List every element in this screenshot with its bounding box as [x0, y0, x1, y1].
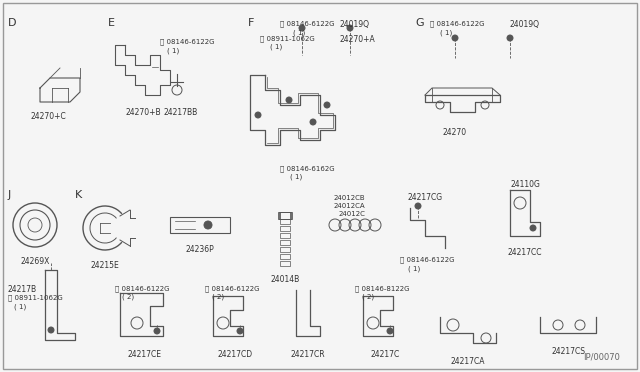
Circle shape: [204, 221, 212, 229]
Text: Ⓢ 08146-6162G: Ⓢ 08146-6162G: [280, 165, 335, 171]
Text: E: E: [108, 18, 115, 28]
Text: 24110G: 24110G: [510, 180, 540, 189]
Bar: [280, 240, 290, 245]
Text: 24217B: 24217B: [8, 285, 37, 294]
Circle shape: [530, 225, 536, 231]
Text: K: K: [75, 190, 83, 200]
Text: 24217CS: 24217CS: [551, 347, 585, 356]
Text: Ⓑ 08146-6122G: Ⓑ 08146-6122G: [160, 38, 214, 45]
Text: 24217CG: 24217CG: [408, 193, 443, 202]
Text: 24217C: 24217C: [371, 350, 399, 359]
Text: 24012C: 24012C: [338, 211, 365, 217]
Text: 24012CB: 24012CB: [333, 195, 365, 201]
Text: 24269X: 24269X: [20, 257, 50, 266]
Text: ( 1): ( 1): [14, 303, 26, 310]
Text: 24217CR: 24217CR: [291, 350, 325, 359]
Text: D: D: [8, 18, 17, 28]
Circle shape: [507, 35, 513, 41]
Text: 24217CA: 24217CA: [451, 357, 485, 366]
Text: ( 2): ( 2): [122, 294, 134, 301]
Text: Ⓢ 08146-6122G: Ⓢ 08146-6122G: [400, 256, 454, 263]
Bar: [280, 261, 290, 266]
Text: 24217BB: 24217BB: [163, 108, 197, 117]
Text: J: J: [8, 190, 12, 200]
Bar: [170, 217, 230, 233]
Text: 24270+C: 24270+C: [30, 112, 66, 121]
Bar: [280, 254, 290, 259]
Bar: [279, 212, 291, 219]
Text: 24270+A: 24270+A: [340, 35, 376, 44]
Text: 24012CA: 24012CA: [333, 203, 365, 209]
Text: Ⓢ 08146-8122G: Ⓢ 08146-8122G: [355, 285, 410, 292]
Circle shape: [237, 328, 243, 334]
Circle shape: [347, 25, 353, 31]
Bar: [280, 233, 290, 238]
Text: ( 1): ( 1): [167, 47, 179, 54]
Text: ( 1): ( 1): [270, 44, 282, 51]
Bar: [280, 226, 290, 231]
Text: ( 1): ( 1): [440, 29, 452, 35]
Circle shape: [48, 327, 54, 333]
Circle shape: [310, 119, 316, 125]
Text: 24217CE: 24217CE: [128, 350, 162, 359]
Text: 24215E: 24215E: [91, 261, 120, 270]
Text: ( 2): ( 2): [362, 294, 374, 301]
Text: Ⓝ 08911-1062G: Ⓝ 08911-1062G: [260, 35, 315, 42]
Text: ( 1): ( 1): [408, 265, 420, 272]
Text: 24019Q: 24019Q: [340, 20, 370, 29]
Text: Ⓝ 08911-1062G: Ⓝ 08911-1062G: [8, 294, 63, 301]
Text: 24236P: 24236P: [186, 245, 214, 254]
Circle shape: [299, 25, 305, 31]
Circle shape: [154, 328, 160, 334]
Text: Ⓢ 08146-6122G: Ⓢ 08146-6122G: [430, 20, 484, 27]
Circle shape: [415, 203, 421, 209]
Text: 24217CC: 24217CC: [508, 248, 542, 257]
Text: 24014B: 24014B: [270, 275, 300, 284]
Bar: [280, 247, 290, 252]
Circle shape: [286, 97, 292, 103]
Text: Ⓢ 08146-6122G: Ⓢ 08146-6122G: [115, 285, 170, 292]
Text: IP/00070: IP/00070: [583, 353, 620, 362]
Text: Ⓢ 08146-6122G: Ⓢ 08146-6122G: [280, 20, 335, 27]
Text: ( 2): ( 2): [212, 294, 224, 301]
Text: F: F: [248, 18, 254, 28]
Text: 24270: 24270: [443, 128, 467, 137]
Text: 24019Q: 24019Q: [510, 20, 540, 29]
Text: 24217CD: 24217CD: [218, 350, 253, 359]
Text: 24270+B: 24270+B: [125, 108, 161, 117]
Text: Ⓢ 08146-6122G: Ⓢ 08146-6122G: [205, 285, 259, 292]
Text: G: G: [415, 18, 424, 28]
Bar: [280, 219, 290, 224]
Circle shape: [255, 112, 261, 118]
Text: ( 1): ( 1): [293, 29, 305, 35]
Circle shape: [387, 328, 393, 334]
Circle shape: [324, 102, 330, 108]
Text: ( 1): ( 1): [290, 174, 302, 180]
Circle shape: [452, 35, 458, 41]
Bar: [278, 212, 292, 219]
Bar: [280, 212, 290, 219]
